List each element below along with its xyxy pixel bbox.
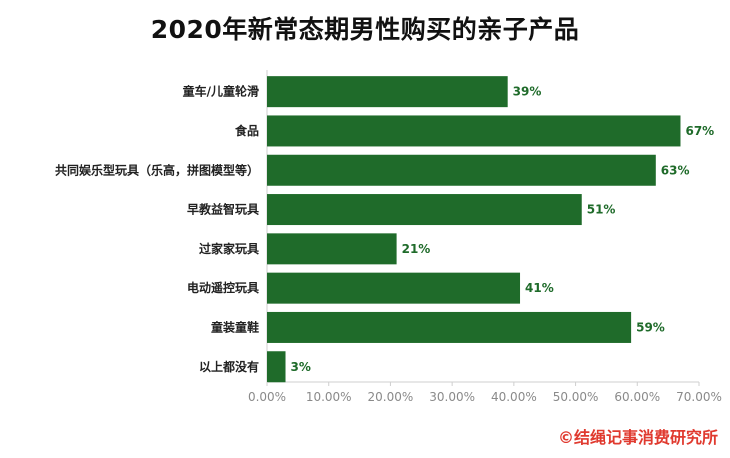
x-tick-label: 70.00% <box>676 390 722 404</box>
data-label: 51% <box>587 203 616 217</box>
category-label: 过家家玩具 <box>199 241 259 256</box>
data-label: 63% <box>661 163 690 177</box>
category-label: 早教益智玩具 <box>187 202 259 217</box>
x-tick-label: 10.00% <box>306 390 352 404</box>
category-label: 童装童鞋 <box>211 319 259 334</box>
category-label: 共同娱乐型玩具（乐高，拼图模型等） <box>55 162 259 177</box>
category-label: 食品 <box>234 123 259 138</box>
x-tick-label: 40.00% <box>491 390 537 404</box>
data-label: 39% <box>513 85 542 99</box>
bar <box>267 233 397 265</box>
category-label: 以上都没有 <box>199 359 259 374</box>
x-tick-label: 0.00% <box>248 390 286 404</box>
data-label: 41% <box>525 281 554 295</box>
bar <box>267 76 508 108</box>
chart-title: 2020年新常态期男性购买的亲子产品 <box>150 15 580 44</box>
bar <box>267 194 582 226</box>
bar <box>267 154 656 186</box>
bar <box>267 311 632 343</box>
credit-text: ©结绳记事消费研究所 <box>557 428 718 447</box>
bar <box>267 272 521 304</box>
data-label: 67% <box>685 124 714 138</box>
category-label: 童车/儿童轮滑 <box>183 84 259 99</box>
category-label: 电动遥控玩具 <box>187 280 259 295</box>
data-label: 21% <box>402 242 431 256</box>
data-label: 3% <box>291 360 311 374</box>
bar <box>267 351 286 383</box>
x-tick-label: 60.00% <box>614 390 660 404</box>
x-tick-label: 50.00% <box>553 390 599 404</box>
bar <box>267 115 681 147</box>
x-tick-label: 30.00% <box>429 390 475 404</box>
x-tick-label: 20.00% <box>368 390 414 404</box>
data-label: 59% <box>636 320 665 334</box>
